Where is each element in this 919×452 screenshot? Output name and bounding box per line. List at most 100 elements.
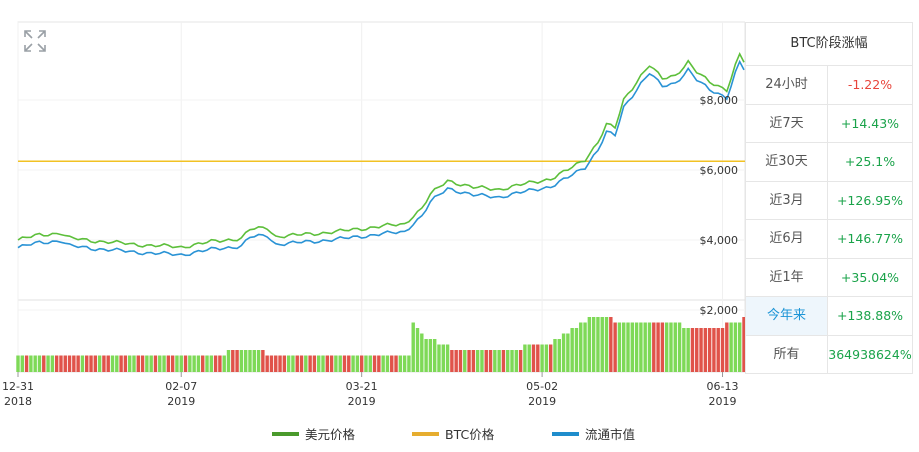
volume-bar	[46, 355, 50, 372]
x-tick-date: 05-02	[526, 380, 558, 393]
volume-bar	[201, 355, 205, 372]
stats-value: +35.04%	[840, 269, 900, 285]
volume-bar	[501, 350, 506, 372]
legend-item[interactable]: 美元价格	[272, 424, 355, 443]
volume-bar	[652, 322, 656, 372]
x-axis-ticks: 12-31 2018 02-07 2019 03-21 2019 05-02 2019 06-1…	[2, 372, 739, 408]
volume-bar	[239, 350, 244, 372]
stats-value: +126.95%	[836, 192, 904, 208]
volume-bar	[196, 355, 201, 372]
volume-bar	[463, 350, 467, 372]
volume-bar	[325, 355, 330, 372]
stats-row[interactable]: 所有 364938624%	[746, 335, 912, 374]
stats-label: 近6月	[746, 220, 828, 258]
stats-value: +14.43%	[840, 115, 900, 131]
btc-chart[interactable]: $2,000 $4,000 $6,000 $8,000 12-31 2018 02-07 2…	[0, 0, 745, 420]
x-tick-year: 2019	[167, 395, 195, 408]
volume-bar	[441, 344, 446, 372]
volume-bar	[179, 355, 183, 372]
volume-bars	[16, 317, 745, 372]
volume-bar	[617, 322, 622, 372]
legend-label: BTC价格	[445, 427, 495, 442]
volume-bar	[377, 355, 381, 372]
volume-bar	[733, 322, 738, 372]
volume-bar	[686, 328, 690, 372]
stats-row[interactable]: 今年来 +138.88%	[746, 297, 912, 336]
volume-bar	[712, 328, 716, 372]
volume-bar	[119, 355, 123, 372]
volume-bar	[660, 322, 665, 372]
volume-bar	[256, 350, 261, 372]
stats-value: +146.77%	[836, 231, 904, 246]
volume-bar	[85, 355, 89, 372]
volume-bar	[656, 322, 660, 372]
volume-bar	[574, 328, 579, 372]
volume-bar	[158, 355, 162, 372]
stats-row[interactable]: 近3月 +126.95%	[746, 181, 912, 220]
volume-bar	[587, 317, 592, 372]
stats-table: 24小时 -1.22% 近7天 +14.43% 近30天 +25.1% 近3月 +126.95…	[746, 66, 912, 374]
volume-bar	[716, 328, 720, 372]
volume-bar	[420, 333, 424, 372]
volume-bar	[329, 355, 334, 372]
stats-row[interactable]: 近30天 +25.1%	[746, 143, 912, 182]
volume-bar	[115, 355, 119, 372]
volume-bar	[682, 328, 686, 372]
volume-bar	[579, 322, 583, 372]
volume-bar	[16, 355, 20, 372]
volume-bar	[544, 344, 549, 372]
volume-bar	[136, 355, 140, 372]
x-tick-year: 2019	[348, 395, 376, 408]
chart-legend: 美元价格 BTC价格 流通市值	[0, 424, 745, 444]
stats-value: +25.1%	[844, 154, 896, 169]
stats-row[interactable]: 近1年 +35.04%	[746, 258, 912, 297]
volume-bar	[175, 355, 179, 372]
volume-bar	[252, 350, 256, 372]
volume-bar	[557, 339, 561, 372]
volume-bar	[308, 355, 312, 372]
volume-bar	[205, 355, 209, 372]
volume-bar	[471, 350, 476, 372]
volume-bar	[415, 328, 420, 372]
volume-bar	[209, 355, 214, 372]
volume-bar	[630, 322, 635, 372]
stats-row[interactable]: 近7天 +14.43%	[746, 104, 912, 143]
x-tick-date: 03-21	[346, 380, 378, 393]
volume-bar	[153, 355, 158, 372]
expand-icon[interactable]	[22, 28, 48, 54]
volume-bar	[218, 355, 222, 372]
legend-item[interactable]: 流通市值	[552, 424, 635, 443]
volume-bar	[359, 355, 364, 372]
legend-item[interactable]: BTC价格	[412, 424, 494, 443]
volume-bar	[29, 355, 33, 372]
volume-bar	[222, 355, 226, 372]
y-tick-label: $6,000	[700, 164, 739, 177]
volume-bar	[467, 350, 471, 372]
volume-bar	[381, 355, 385, 372]
volume-bar	[183, 355, 188, 372]
volume-bar	[188, 355, 192, 372]
volume-bar	[132, 355, 136, 372]
volume-bar	[192, 355, 196, 372]
y-axis-ticks: $2,000 $4,000 $6,000 $8,000	[700, 94, 739, 317]
volume-bar	[166, 355, 171, 372]
stats-row[interactable]: 近6月 +146.77%	[746, 220, 912, 259]
volume-bar	[304, 355, 308, 372]
stats-row[interactable]: 24小时 -1.22%	[746, 66, 912, 105]
volume-bar	[669, 322, 673, 372]
volume-bar	[570, 328, 574, 372]
stats-label: 所有	[746, 335, 828, 374]
volume-bar	[295, 355, 299, 372]
volume-bar	[261, 350, 265, 372]
volume-bar	[170, 355, 175, 372]
volume-bar	[600, 317, 604, 372]
volume-bar	[149, 355, 153, 372]
volume-bar	[604, 317, 609, 372]
volume-bar	[312, 355, 317, 372]
volume-bar	[703, 328, 708, 372]
x-tick-date: 12-31	[2, 380, 34, 393]
stats-title: BTC阶段涨幅	[746, 23, 912, 66]
stats-label: 24小时	[746, 66, 828, 104]
volume-bar	[368, 355, 372, 372]
volume-bar	[334, 355, 338, 372]
